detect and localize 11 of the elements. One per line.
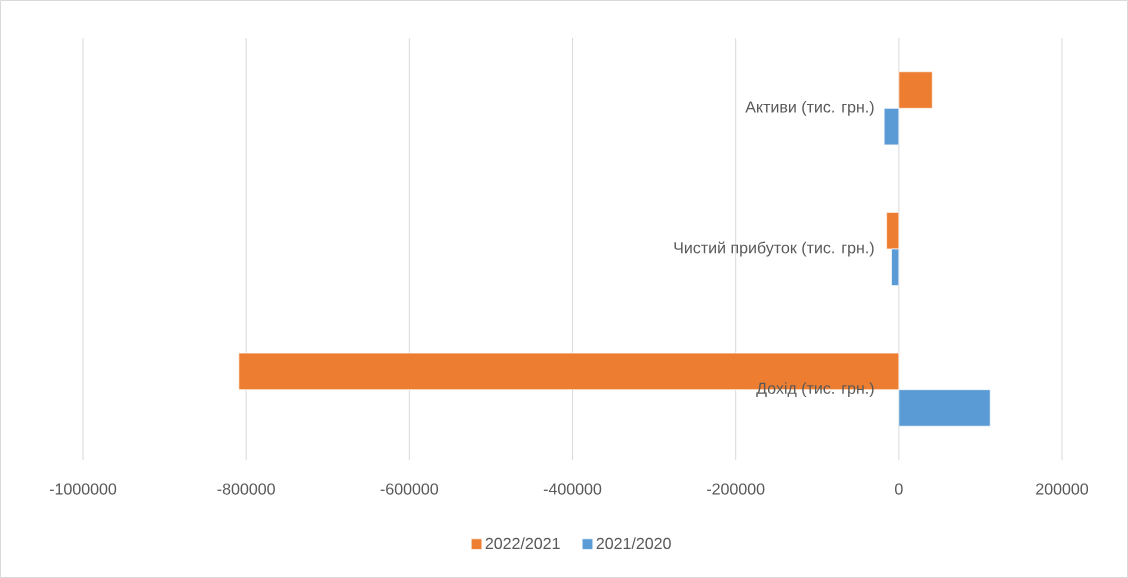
x-tick-label: -600000 xyxy=(380,483,439,495)
legend-label: 2021/2020 xyxy=(596,537,671,550)
x-tick-label: -200000 xyxy=(707,483,765,495)
legend-label: 2022/2021 xyxy=(485,537,560,550)
x-tick-label: 200000 xyxy=(1036,483,1089,495)
y-tick-label: Активи (тис. грн.) xyxy=(745,100,874,116)
x-tick-label: -1000000 xyxy=(49,483,117,495)
y-tick-label: Чистий прибуток (тис. грн.) xyxy=(674,241,874,257)
x-tick-label: -400000 xyxy=(543,483,602,495)
x-tick-label: 0 xyxy=(895,483,903,495)
x-tick-label: -800000 xyxy=(217,483,275,495)
